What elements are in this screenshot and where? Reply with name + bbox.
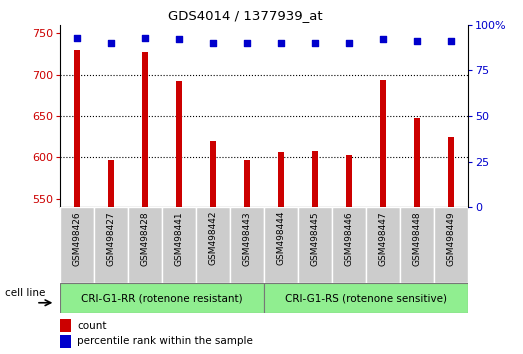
Text: GSM498441: GSM498441 [175,211,184,266]
Point [413,38,422,44]
Text: GSM498449: GSM498449 [447,211,456,266]
Point [73,35,82,40]
Bar [435,207,468,283]
Bar [74,50,80,207]
Text: CRI-G1-RS (rotenone sensitive): CRI-G1-RS (rotenone sensitive) [285,293,447,303]
Bar [61,207,94,283]
Point [345,40,354,46]
Bar [231,207,264,283]
Bar [448,137,454,207]
Bar [60,319,71,332]
Text: count: count [77,321,107,331]
Bar [60,283,264,313]
Point [107,40,116,46]
Point [447,38,456,44]
Bar [367,207,400,283]
Bar [414,118,420,207]
Text: GSM498446: GSM498446 [345,211,354,266]
Point [243,40,252,46]
Text: GSM498448: GSM498448 [413,211,422,266]
Text: GSM498447: GSM498447 [379,211,388,266]
Point [379,36,388,42]
Bar [95,207,128,283]
Point [209,40,218,46]
Bar [163,207,196,283]
Bar [142,52,148,207]
Text: GSM498442: GSM498442 [209,211,218,266]
Bar [312,151,318,207]
Bar [380,80,386,207]
Bar [401,207,434,283]
Point [141,35,150,40]
Text: cell line: cell line [5,288,46,298]
Text: CRI-G1-RR (rotenone resistant): CRI-G1-RR (rotenone resistant) [81,293,243,303]
Bar [278,152,284,207]
Text: GSM498444: GSM498444 [277,211,286,266]
Bar [333,207,366,283]
Bar [244,160,250,207]
Text: GSM498426: GSM498426 [73,211,82,266]
Bar [210,141,216,207]
Bar [108,160,114,207]
Point [175,36,184,42]
Text: GSM498428: GSM498428 [141,211,150,266]
Point [277,40,286,46]
Bar [129,207,162,283]
Bar [346,155,352,207]
Point [311,40,320,46]
Text: percentile rank within the sample: percentile rank within the sample [77,336,253,346]
Text: GDS4014 / 1377939_at: GDS4014 / 1377939_at [168,9,323,22]
Bar [60,335,71,348]
Bar [197,207,230,283]
Bar [264,283,468,313]
Text: GSM498445: GSM498445 [311,211,320,266]
Text: GSM498427: GSM498427 [107,211,116,266]
Bar [265,207,298,283]
Bar [299,207,332,283]
Bar [176,81,182,207]
Text: GSM498443: GSM498443 [243,211,252,266]
